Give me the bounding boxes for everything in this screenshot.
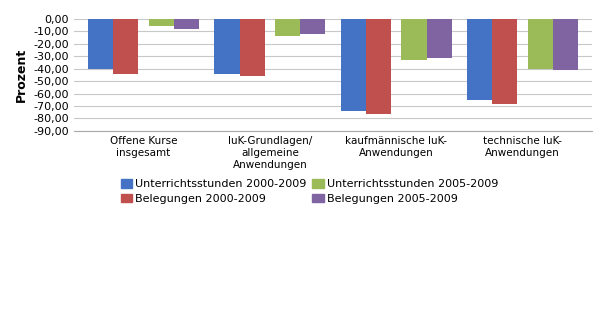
Bar [275,19,300,36]
Bar [214,19,240,74]
Bar [527,19,553,69]
Legend: Unterrichtsstunden 2000-2009, Belegungen 2000-2009, Unterrichtsstunden 2005-2009: Unterrichtsstunden 2000-2009, Belegungen… [121,179,498,204]
Bar [341,19,366,111]
Bar [240,19,265,76]
Bar [88,19,113,69]
Y-axis label: Prozent: Prozent [15,48,28,102]
Bar [113,19,138,74]
Bar [366,19,391,114]
Bar [553,19,578,70]
Bar [300,19,325,34]
Bar [467,19,492,100]
Bar [149,19,174,26]
Bar [174,19,199,29]
Bar [427,19,452,57]
Bar [401,19,427,60]
Bar [492,19,517,104]
